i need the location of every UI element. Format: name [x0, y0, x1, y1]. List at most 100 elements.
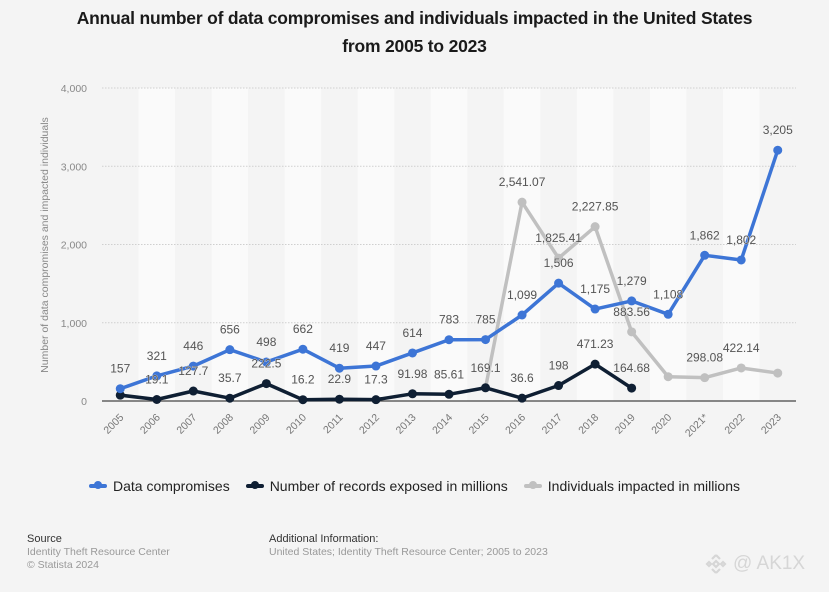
- data-point[interactable]: [590, 304, 600, 314]
- legend-label: Data compromises: [112, 478, 230, 494]
- additional-info-heading[interactable]: Additional Information:: [269, 533, 379, 545]
- data-point[interactable]: [481, 383, 491, 393]
- legend-item-data-compromises[interactable]: Data compromises: [88, 478, 230, 494]
- data-point[interactable]: [700, 373, 710, 383]
- x-tick-label: 2006: [138, 412, 163, 437]
- data-point[interactable]: [517, 310, 527, 320]
- x-tick-label: 2011: [321, 412, 346, 437]
- column-band: [649, 88, 687, 401]
- data-label: 783: [439, 313, 459, 327]
- source-heading: Source: [27, 533, 62, 545]
- data-point[interactable]: [554, 381, 564, 391]
- data-point[interactable]: [298, 344, 308, 354]
- data-point[interactable]: [627, 327, 637, 337]
- x-axis-ticks: 2005 2006 2007 2008 2009 2010 2011 2012 2013 2014…: [101, 412, 784, 440]
- y-tick-label: 4,000: [61, 83, 87, 95]
- data-point[interactable]: [225, 393, 235, 403]
- data-point[interactable]: [371, 361, 381, 371]
- watermark: @ AK1X: [705, 553, 805, 575]
- data-point[interactable]: [663, 309, 673, 319]
- x-tick-label: 2014: [430, 412, 455, 437]
- x-tick-label: 2021*: [683, 412, 711, 440]
- data-point[interactable]: [736, 363, 746, 373]
- data-point[interactable]: [188, 386, 198, 396]
- legend: Data compromises Number of records expos…: [0, 478, 829, 494]
- data-point[interactable]: [517, 393, 527, 403]
- x-tick-label: 2019: [613, 412, 638, 437]
- data-point[interactable]: [590, 359, 600, 369]
- binance-logo-icon: [705, 554, 727, 574]
- data-point[interactable]: [444, 335, 454, 345]
- data-label: 321: [147, 349, 167, 363]
- legend-label: Individuals impacted in millions: [547, 478, 740, 494]
- legend-item-individuals-impacted[interactable]: Individuals impacted in millions: [523, 478, 740, 494]
- data-label: 498: [256, 335, 276, 349]
- additional-info-block: Additional Information: United States; I…: [269, 533, 548, 559]
- data-point[interactable]: [590, 222, 600, 232]
- legend-item-records-exposed[interactable]: Number of records exposed in millions: [245, 478, 508, 494]
- data-label: 157: [110, 362, 130, 376]
- data-label: 662: [293, 322, 313, 336]
- data-label: 127.7: [178, 364, 208, 378]
- data-point[interactable]: [115, 390, 125, 400]
- y-tick-label: 3,000: [61, 161, 87, 173]
- data-point[interactable]: [298, 395, 308, 405]
- source-link[interactable]: Identity Theft Resource Center: [27, 546, 170, 558]
- data-label: 471.23: [577, 337, 614, 351]
- data-point[interactable]: [261, 379, 271, 389]
- legend-label: Number of records exposed in millions: [269, 478, 508, 494]
- data-point[interactable]: [627, 296, 637, 306]
- data-label: 91.98: [397, 367, 427, 381]
- data-point[interactable]: [334, 394, 344, 404]
- data-point[interactable]: [152, 395, 162, 405]
- data-label: 1,279: [617, 274, 647, 288]
- data-point[interactable]: [554, 278, 564, 288]
- data-label: 2,227.85: [572, 200, 619, 214]
- data-point[interactable]: [773, 368, 783, 378]
- data-point[interactable]: [152, 371, 162, 381]
- data-label: 22.9: [328, 372, 352, 386]
- data-point[interactable]: [517, 197, 527, 207]
- data-label: 1,802: [726, 233, 756, 247]
- line-chart: 0 1,000 2,000 3,000 4,000 Number of data com…: [39, 83, 796, 440]
- data-label: 164.68: [613, 361, 650, 375]
- source-block: Source Identity Theft Resource Center © …: [27, 533, 170, 572]
- data-point[interactable]: [663, 372, 673, 382]
- data-point[interactable]: [481, 335, 491, 345]
- x-tick-label: 2009: [247, 412, 272, 437]
- data-point[interactable]: [115, 384, 125, 394]
- data-label: 35.7: [218, 371, 242, 385]
- data-point[interactable]: [261, 357, 271, 367]
- data-point[interactable]: [371, 395, 381, 405]
- x-tick-label: 2022: [722, 412, 747, 437]
- data-label: 1,108: [653, 287, 683, 301]
- data-point[interactable]: [225, 345, 235, 355]
- watermark-text: @ AK1X: [733, 553, 806, 574]
- x-tick-label: 2008: [211, 412, 236, 437]
- data-label: 298.08: [686, 351, 723, 365]
- data-point[interactable]: [188, 361, 198, 371]
- data-label: 1,175: [580, 282, 610, 296]
- y-tick-label: 0: [81, 396, 87, 408]
- data-labels: 157 321 446 656 498 662 419 447 614 783 785 1,099 1,…: [110, 123, 793, 387]
- copyright: © Statista 2024: [27, 559, 99, 571]
- data-point[interactable]: [407, 348, 417, 358]
- data-point[interactable]: [700, 250, 710, 260]
- data-point[interactable]: [773, 145, 783, 155]
- x-tick-label: 2016: [503, 412, 528, 437]
- data-point[interactable]: [407, 389, 417, 399]
- data-point[interactable]: [334, 363, 344, 373]
- data-point[interactable]: [627, 383, 637, 393]
- series-data-compromises: [115, 145, 783, 394]
- data-label: 3,205: [763, 123, 793, 137]
- data-point[interactable]: [554, 253, 564, 263]
- data-point[interactable]: [736, 255, 746, 265]
- data-point[interactable]: [444, 389, 454, 399]
- y-axis-label: Number of data compromises and impacted …: [39, 117, 51, 373]
- data-label: 446: [183, 339, 203, 353]
- legend-marker-icon: [245, 481, 264, 489]
- x-tick-label: 2017: [540, 412, 565, 437]
- data-label: 785: [476, 313, 496, 327]
- x-tick-label: 2010: [284, 412, 309, 437]
- data-label: 16.2: [291, 373, 315, 387]
